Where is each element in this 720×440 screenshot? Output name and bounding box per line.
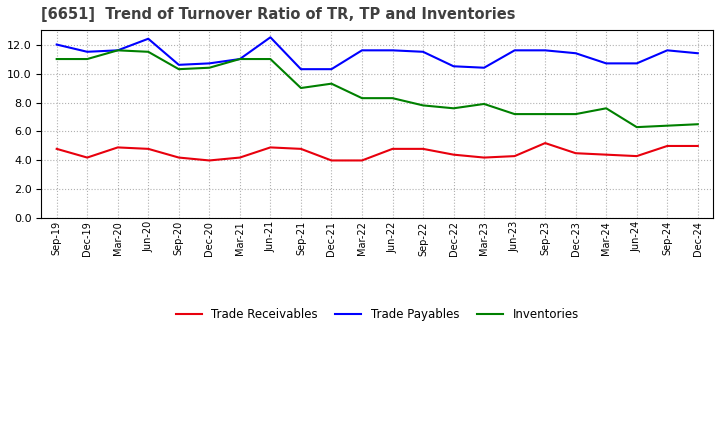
Inventories xyxy=(480,101,488,106)
Text: [6651]  Trend of Turnover Ratio of TR, TP and Inventories: [6651] Trend of Turnover Ratio of TR, TP… xyxy=(42,7,516,22)
Inventories xyxy=(174,66,183,72)
Trade Receivables xyxy=(205,158,214,163)
Inventories xyxy=(693,121,702,127)
Inventories xyxy=(541,111,549,117)
Trade Payables xyxy=(449,64,458,69)
Trade Receivables xyxy=(144,146,153,151)
Trade Payables xyxy=(663,48,672,53)
Trade Receivables xyxy=(388,146,397,151)
Trade Payables xyxy=(480,65,488,70)
Trade Payables xyxy=(83,49,91,55)
Line: Inventories: Inventories xyxy=(57,50,698,127)
Inventories xyxy=(449,106,458,111)
Trade Receivables xyxy=(327,158,336,163)
Trade Payables xyxy=(693,51,702,56)
Trade Payables xyxy=(235,56,244,62)
Inventories xyxy=(297,85,305,91)
Trade Payables xyxy=(358,48,366,53)
Inventories xyxy=(53,56,61,62)
Trade Receivables xyxy=(602,152,611,158)
Inventories xyxy=(388,95,397,101)
Trade Payables xyxy=(541,48,549,53)
Inventories xyxy=(632,125,641,130)
Inventories xyxy=(83,56,91,62)
Trade Receivables xyxy=(572,150,580,156)
Trade Payables xyxy=(632,61,641,66)
Trade Receivables xyxy=(358,158,366,163)
Trade Receivables xyxy=(480,155,488,160)
Trade Receivables xyxy=(419,146,428,151)
Inventories xyxy=(266,56,275,62)
Trade Payables xyxy=(572,51,580,56)
Trade Payables xyxy=(266,35,275,40)
Trade Payables xyxy=(144,36,153,41)
Trade Payables xyxy=(602,61,611,66)
Inventories xyxy=(572,111,580,117)
Inventories xyxy=(419,103,428,108)
Trade Receivables xyxy=(266,145,275,150)
Inventories xyxy=(358,95,366,101)
Trade Receivables xyxy=(53,146,61,151)
Inventories xyxy=(235,56,244,62)
Trade Payables xyxy=(327,66,336,72)
Trade Payables xyxy=(297,66,305,72)
Inventories xyxy=(205,65,214,70)
Trade Receivables xyxy=(174,155,183,160)
Inventories xyxy=(663,123,672,128)
Legend: Trade Receivables, Trade Payables, Inventories: Trade Receivables, Trade Payables, Inven… xyxy=(171,304,583,326)
Inventories xyxy=(510,111,519,117)
Trade Receivables xyxy=(541,140,549,146)
Line: Trade Receivables: Trade Receivables xyxy=(57,143,698,161)
Trade Payables xyxy=(53,42,61,47)
Trade Receivables xyxy=(510,154,519,159)
Trade Receivables xyxy=(83,155,91,160)
Line: Trade Payables: Trade Payables xyxy=(57,37,698,69)
Trade Receivables xyxy=(235,155,244,160)
Trade Payables xyxy=(388,48,397,53)
Trade Payables xyxy=(174,62,183,67)
Inventories xyxy=(144,49,153,55)
Trade Payables xyxy=(510,48,519,53)
Inventories xyxy=(114,48,122,53)
Trade Payables xyxy=(419,49,428,55)
Trade Payables xyxy=(205,61,214,66)
Inventories xyxy=(602,106,611,111)
Trade Payables xyxy=(114,48,122,53)
Inventories xyxy=(327,81,336,86)
Trade Receivables xyxy=(632,154,641,159)
Trade Receivables xyxy=(114,145,122,150)
Trade Receivables xyxy=(449,152,458,158)
Trade Receivables xyxy=(693,143,702,149)
Trade Receivables xyxy=(297,146,305,151)
Trade Receivables xyxy=(663,143,672,149)
